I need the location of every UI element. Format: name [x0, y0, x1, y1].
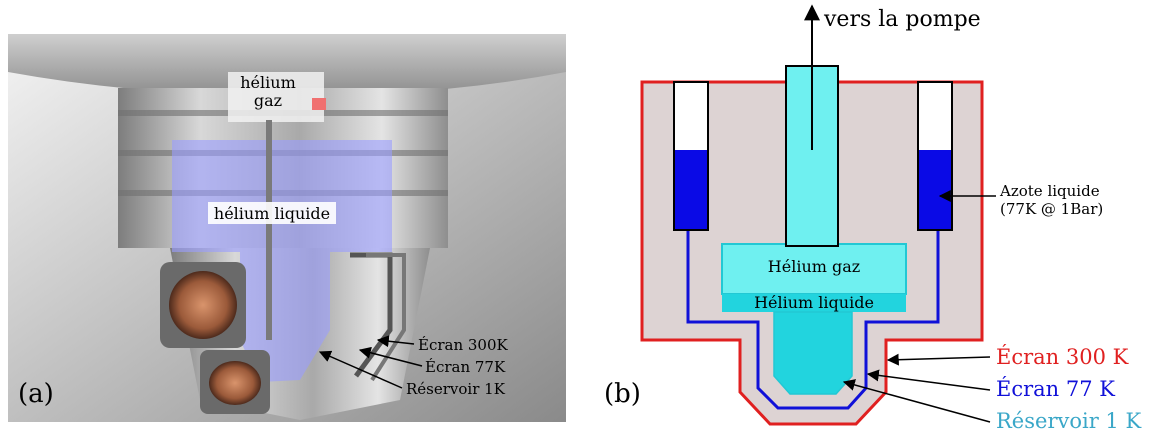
panel-b-schematic: vers la pompe Hélium gaz Hélium liquide …: [604, 4, 1141, 433]
label-nitrogen-line2: (77K @ 1Bar): [1000, 200, 1103, 218]
side-window-upper: [160, 262, 246, 348]
reservoir-1k: [773, 311, 853, 395]
helium-liquid-glow: [172, 140, 392, 382]
label-b-screen-300: Écran 300 K: [996, 345, 1129, 369]
label-a-screen-300: Écran 300K: [418, 336, 509, 354]
panel-a-photo: hélium gaz hélium liquide Écran 300K Écr…: [8, 34, 566, 422]
screen-77k: [686, 230, 940, 410]
label-b-reservoir: Réservoir 1 K: [996, 409, 1141, 433]
nitrogen-tank-right: [917, 81, 953, 231]
central-tube: [266, 120, 272, 340]
panel-b-tag: (b): [604, 379, 641, 409]
label-a-helium-gas-line2: gaz: [254, 91, 282, 110]
label-pump: vers la pompe: [823, 7, 981, 32]
arrow-b-screen-300: [886, 353, 991, 366]
label-a-helium-liquid: hélium liquide: [214, 204, 330, 223]
nitrogen-tank-left: [673, 81, 709, 231]
helium-liquid-band: [722, 294, 906, 312]
label-b-screen-77: Écran 77 K: [996, 377, 1115, 401]
arrow-b-screen-77: [866, 369, 991, 391]
label-b-helium-gas: Hélium gaz: [768, 257, 860, 276]
label-a-helium-gas-line1: hélium: [240, 73, 295, 92]
label-nitrogen-line1: Azote liquide: [999, 182, 1100, 200]
arrow-a-reservoir: [318, 350, 403, 389]
panel-a-tag: (a): [18, 379, 54, 409]
arrow-a-screen-300: [376, 335, 415, 348]
label-b-helium-liquid: Hélium liquide: [754, 293, 874, 312]
arrow-a-screen-77: [358, 346, 423, 367]
helium-gas-chamber: [228, 72, 324, 122]
top-flange: [8, 34, 566, 96]
arrow-b-reservoir: [842, 379, 991, 423]
side-window-lower: [200, 350, 270, 414]
label-a-screen-77: Écran 77K: [425, 358, 506, 376]
label-a-reservoir: Réservoir 1K: [406, 380, 506, 398]
